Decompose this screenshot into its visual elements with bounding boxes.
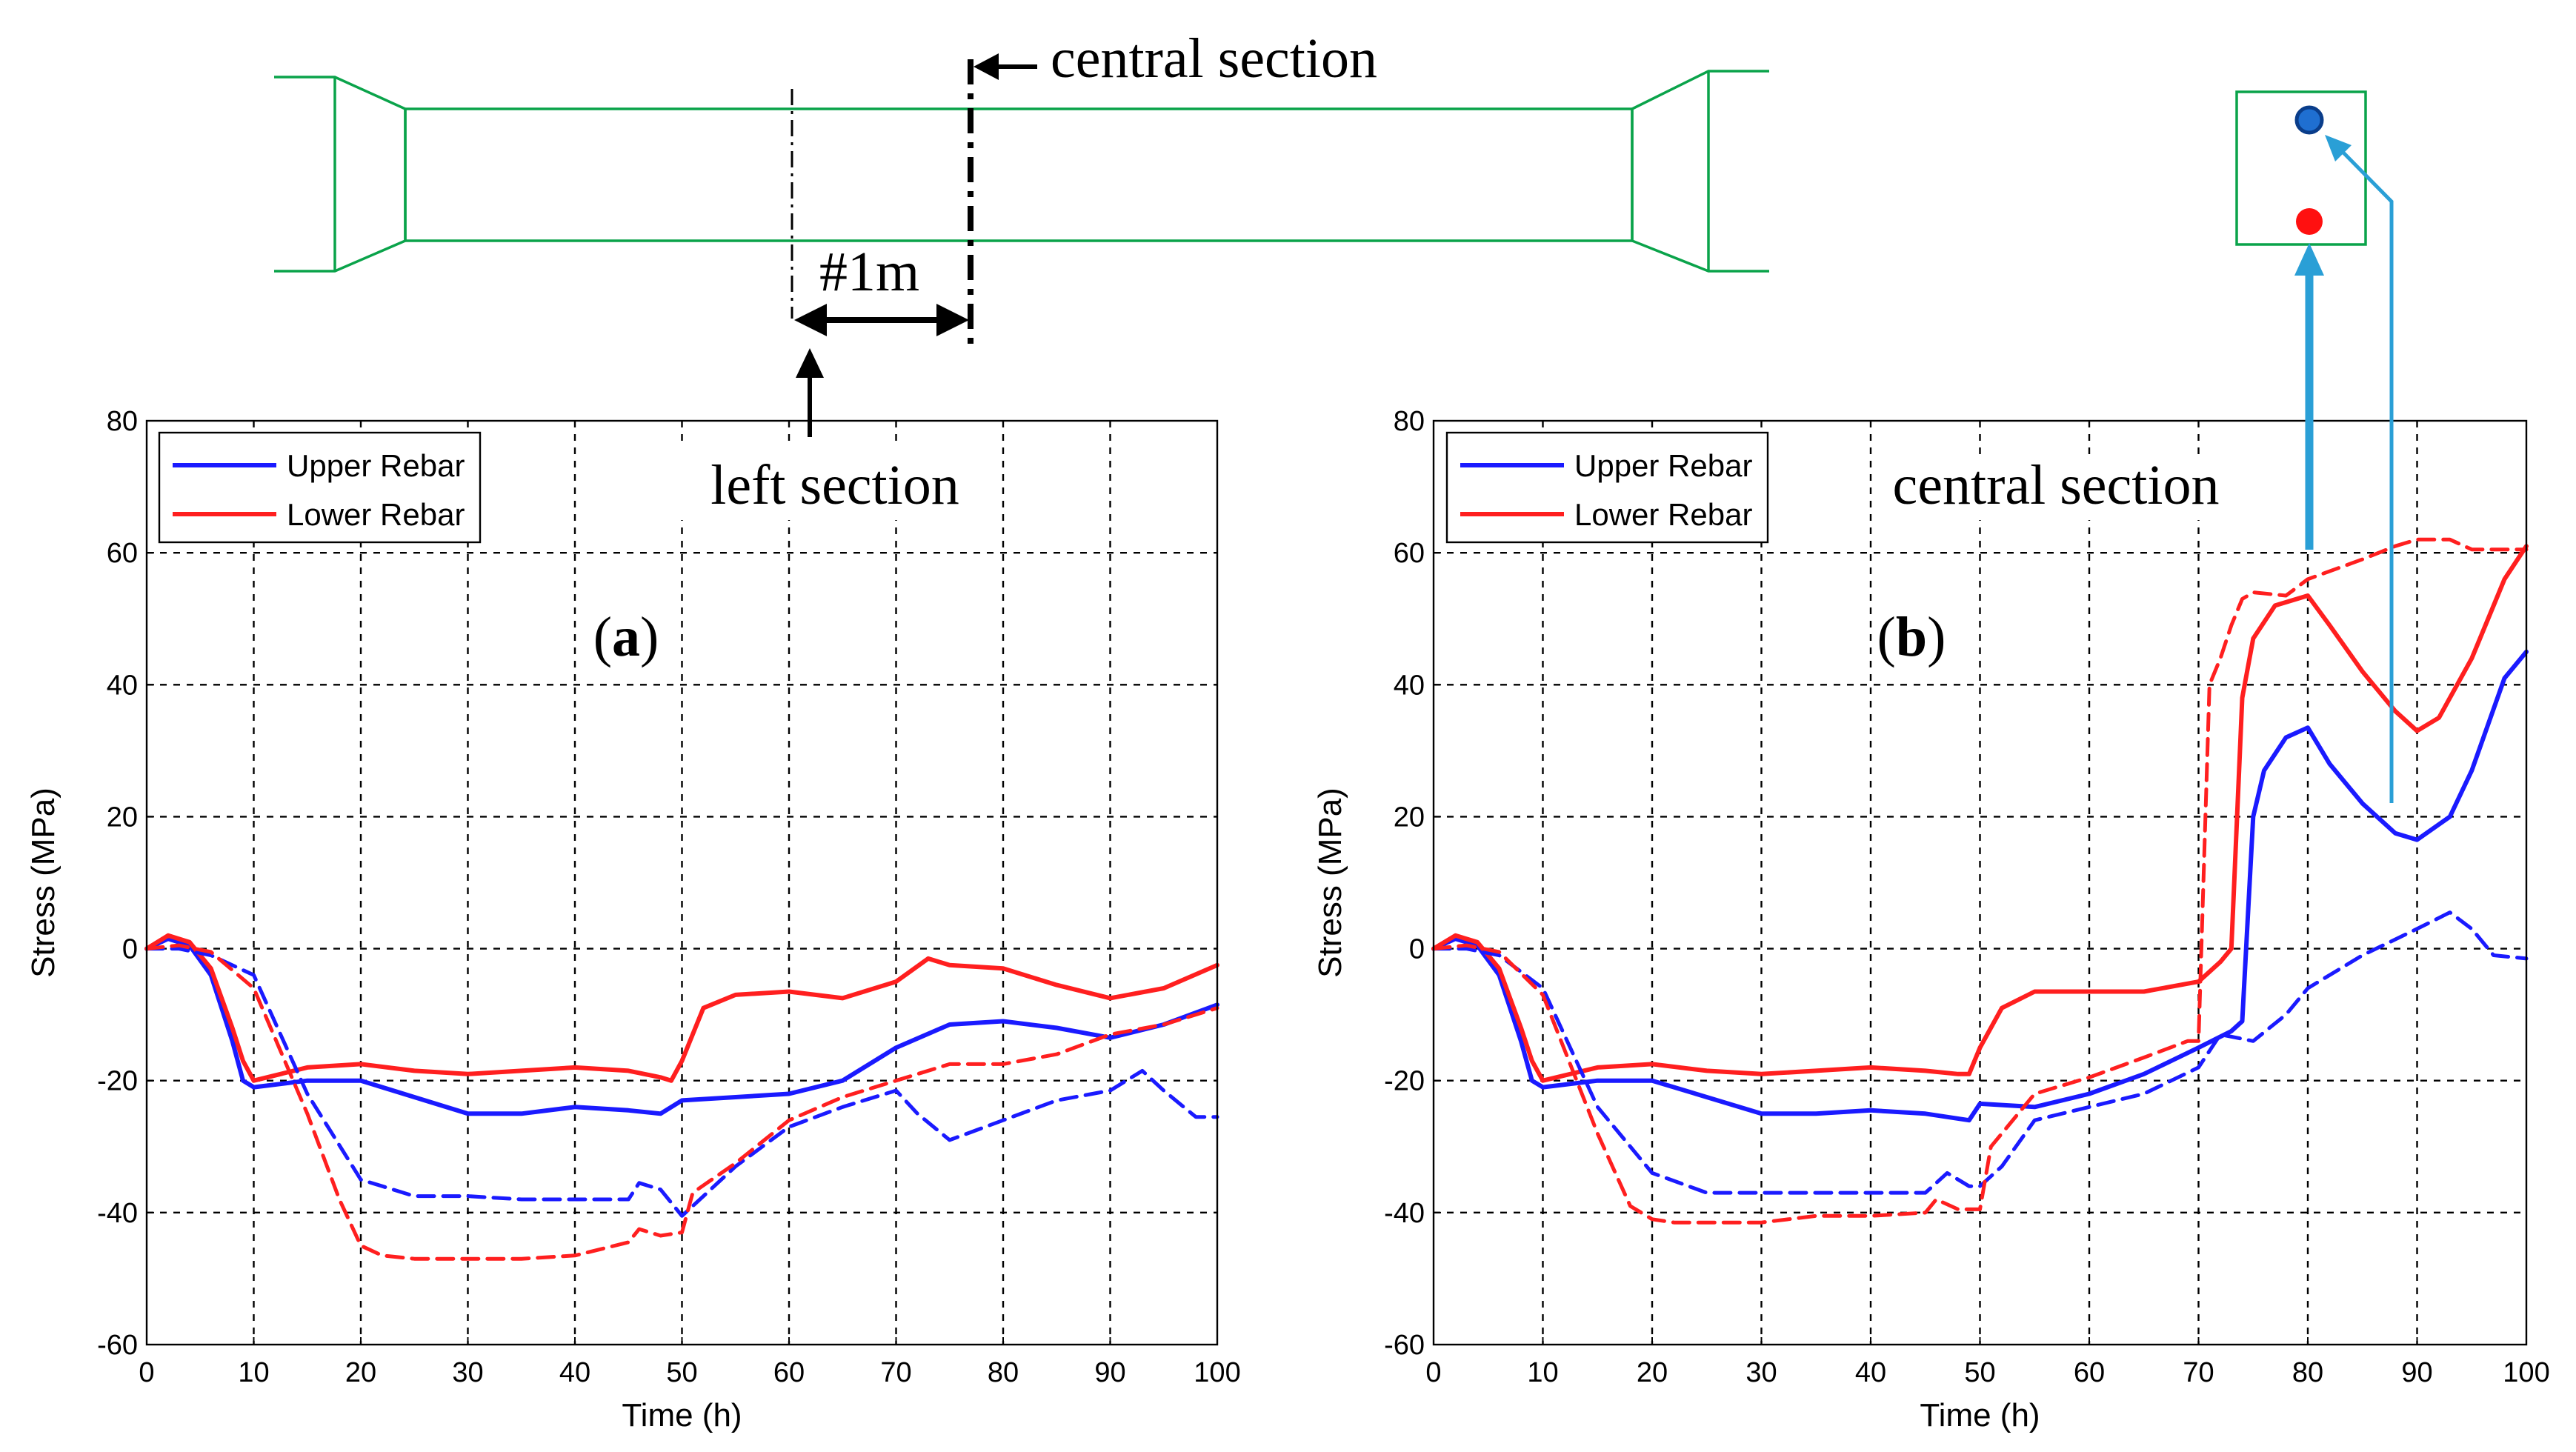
x-tick-label: 20 — [345, 1357, 376, 1388]
x-tick-label: 50 — [666, 1357, 697, 1388]
x-tick-label: 50 — [1964, 1357, 1995, 1388]
legend-box — [158, 431, 482, 544]
x-tick-label: 0 — [139, 1357, 154, 1388]
legend-label: Upper Rebar — [1574, 448, 1752, 483]
x-tick-label: 70 — [880, 1357, 911, 1388]
x-tick-label: 30 — [1745, 1357, 1777, 1388]
x-tick-label: 10 — [1527, 1357, 1558, 1388]
x-tick-label: 80 — [988, 1357, 1019, 1388]
beam-left-end — [274, 76, 407, 273]
plot-frame — [145, 419, 1219, 1346]
series-line-lower-rebar-solid — [144, 933, 1219, 1083]
beam-diagram: central section #1m — [274, 27, 1769, 437]
panel-label: (a) — [593, 606, 659, 668]
y-tick-label: 80 — [107, 406, 138, 437]
y-tick-label: 40 — [107, 670, 138, 701]
x-axis-label: Time (h) — [1920, 1397, 2040, 1433]
y-tick-label: 60 — [107, 538, 138, 569]
spacing-arrow-right — [936, 304, 969, 336]
series-line-upper-rebar-solid — [144, 936, 1219, 1116]
left-section-label: left section — [710, 454, 959, 516]
x-tick-label: 90 — [1094, 1357, 1125, 1388]
y-tick-label: -20 — [1384, 1066, 1425, 1097]
chart-panel-b: 0 10 20 30 40 50 60 70 80 90 100 -60 -40 -20 0 20 40 60 80… — [1312, 406, 2550, 1433]
y-axis-label: Stress (MPa) — [1312, 787, 1348, 978]
y-axis-label: Stress (MPa) — [25, 787, 61, 978]
legend-box — [1445, 431, 1769, 544]
legend-label: Lower Rebar — [1574, 497, 1752, 532]
x-tick-label: 0 — [1425, 1357, 1441, 1388]
chart-panel-a: 0 10 20 30 40 50 60 70 80 90 100 -60 -40 -20 0 20 40 60 80… — [25, 406, 1241, 1433]
x-tick-label: 60 — [2074, 1357, 2105, 1388]
x-tick-label: 10 — [238, 1357, 269, 1388]
upper-rebar-pointer-head — [2325, 135, 2352, 161]
x-tick-label: 80 — [2292, 1357, 2323, 1388]
cross-section-inset — [2235, 90, 2367, 246]
series-line-upper-rebar-solid — [1431, 649, 2529, 1123]
plot-frame — [1432, 419, 2528, 1346]
rebar-pointer-arrows — [2294, 135, 2394, 803]
y-tick-label: 20 — [1394, 802, 1425, 833]
x-tick-label: 100 — [1194, 1357, 1240, 1388]
y-tick-label: -60 — [97, 1330, 138, 1361]
x-tick-label: 20 — [1637, 1357, 1668, 1388]
series-line-upper-rebar-dashed — [1431, 910, 2529, 1195]
x-tick-label: 70 — [2183, 1357, 2214, 1388]
chart-title: central section — [1892, 454, 2219, 516]
left-section-backing — [676, 444, 994, 511]
y-tick-label: 80 — [1394, 406, 1425, 437]
beam-body — [404, 107, 1634, 242]
legend-label: Lower Rebar — [287, 497, 465, 532]
upper-rebar-pointer-line — [2341, 150, 2394, 803]
title-backing — [1900, 458, 2211, 520]
x-tick-label: 40 — [1855, 1357, 1886, 1388]
y-tick-label: 20 — [107, 802, 138, 833]
beam-right-end — [1631, 70, 1769, 273]
y-tick-label: -20 — [97, 1066, 138, 1097]
central-section-label: central section — [1051, 27, 1377, 90]
y-tick-label: 40 — [1394, 670, 1425, 701]
x-tick-label: 40 — [559, 1357, 590, 1388]
y-tick-label: 60 — [1394, 538, 1425, 569]
lower-rebar-marker — [2296, 208, 2323, 235]
y-tick-label: 0 — [122, 934, 138, 965]
spacing-arrow-left — [794, 304, 827, 336]
series-line-lower-rebar-dashed — [1431, 537, 2529, 1225]
x-tick-label: 30 — [452, 1357, 483, 1388]
left-section-arrowhead — [796, 348, 824, 378]
x-tick-label: 90 — [2401, 1357, 2432, 1388]
x-axis-label: Time (h) — [622, 1397, 742, 1433]
y-tick-label: -60 — [1384, 1330, 1425, 1361]
cross-section-box — [2235, 90, 2367, 246]
panel-label: (b) — [1877, 606, 1946, 668]
series-line-lower-rebar-solid — [1431, 544, 2529, 1083]
central-section-arrowhead — [974, 53, 999, 80]
x-tick-label: 60 — [773, 1357, 805, 1388]
y-tick-label: 0 — [1409, 934, 1425, 965]
lower-rebar-pointer-head — [2294, 243, 2324, 276]
legend-label: Upper Rebar — [287, 448, 465, 483]
y-tick-label: -40 — [1384, 1198, 1425, 1229]
series-line-lower-rebar-dashed — [144, 943, 1219, 1261]
y-tick-label: -40 — [97, 1198, 138, 1229]
upper-rebar-marker — [2294, 105, 2324, 135]
x-tick-label: 100 — [2503, 1357, 2549, 1388]
spacing-label: #1m — [819, 241, 919, 303]
